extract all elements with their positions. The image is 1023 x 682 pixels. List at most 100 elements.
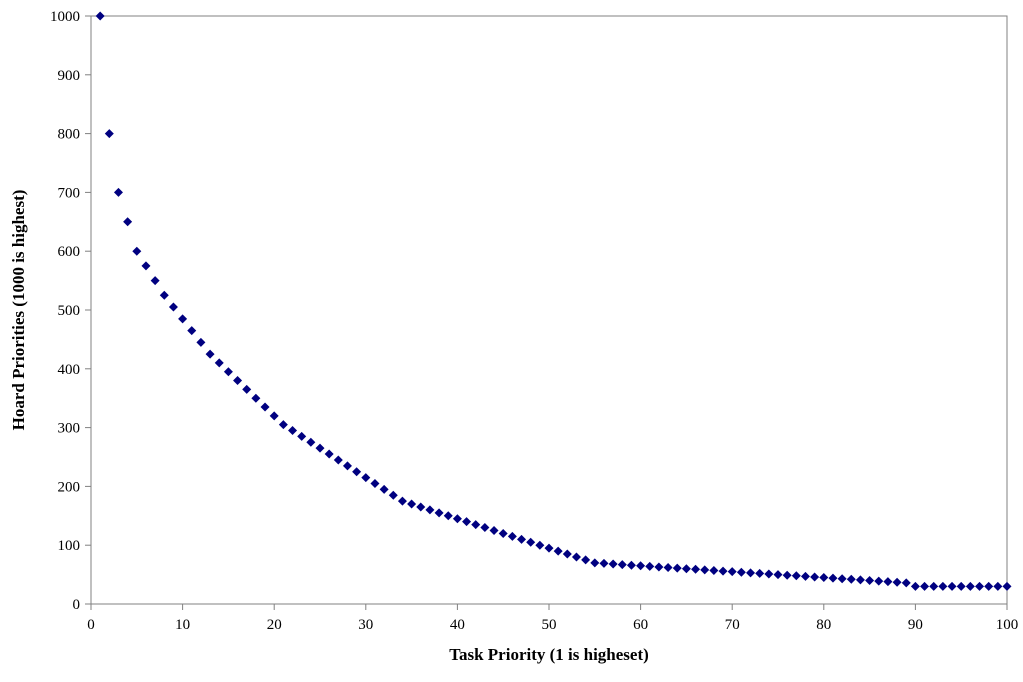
y-tick-label: 400 xyxy=(58,362,81,378)
data-point xyxy=(315,443,325,453)
y-tick-label: 200 xyxy=(58,479,81,495)
data-point xyxy=(782,570,792,580)
data-point xyxy=(1002,581,1012,591)
data-point xyxy=(132,246,142,256)
data-point xyxy=(233,376,243,386)
data-point xyxy=(388,490,398,500)
y-tick-label: 900 xyxy=(58,68,81,84)
data-point xyxy=(800,571,810,581)
data-point xyxy=(764,569,774,579)
data-point xyxy=(342,461,352,471)
data-point xyxy=(636,561,646,571)
data-point xyxy=(855,575,865,585)
data-point xyxy=(571,552,581,562)
data-point xyxy=(956,581,966,591)
data-point xyxy=(929,581,939,591)
data-point xyxy=(196,337,206,347)
data-point xyxy=(819,573,829,583)
data-point xyxy=(141,261,151,271)
data-point xyxy=(746,568,756,578)
data-point xyxy=(434,508,444,518)
data-point xyxy=(645,561,655,571)
data-point xyxy=(691,564,701,574)
data-point xyxy=(965,581,975,591)
data-point xyxy=(443,511,453,521)
y-tick-label: 700 xyxy=(58,185,81,201)
x-axis-title: Task Priority (1 is higheset) xyxy=(449,645,649,664)
data-point xyxy=(736,567,746,577)
data-point xyxy=(599,558,609,568)
data-point xyxy=(810,572,820,582)
data-point xyxy=(123,217,133,227)
data-point xyxy=(324,449,334,459)
data-point xyxy=(452,514,462,524)
data-point xyxy=(883,577,893,587)
x-tick-label: 100 xyxy=(996,617,1019,633)
x-axis: 0 10 20 30 40 50 60 70 80 90 100 xyxy=(87,604,1018,633)
data-point xyxy=(526,537,536,547)
data-point xyxy=(297,431,307,441)
data-point xyxy=(288,426,298,436)
x-tick-label: 60 xyxy=(633,617,648,633)
data-points xyxy=(95,11,1012,591)
y-tick-label: 500 xyxy=(58,303,81,319)
data-point xyxy=(920,581,930,591)
data-point xyxy=(251,393,261,403)
data-point xyxy=(397,496,407,506)
x-tick-label: 0 xyxy=(87,617,95,633)
data-point xyxy=(901,578,911,588)
data-point xyxy=(223,367,233,377)
data-point xyxy=(562,549,572,559)
data-point xyxy=(681,564,691,574)
data-point xyxy=(791,571,801,581)
data-point xyxy=(361,473,371,483)
data-point xyxy=(828,573,838,583)
data-point xyxy=(278,420,288,430)
x-tick-label: 70 xyxy=(725,617,740,633)
data-point xyxy=(700,565,710,575)
x-tick-label: 30 xyxy=(358,617,373,633)
x-tick-label: 10 xyxy=(175,617,190,633)
data-point xyxy=(874,576,884,586)
data-point xyxy=(718,566,728,576)
data-point xyxy=(113,187,123,197)
data-point xyxy=(608,559,618,569)
data-point xyxy=(993,581,1003,591)
data-point xyxy=(892,577,902,587)
data-point xyxy=(727,567,737,577)
data-point xyxy=(489,526,499,535)
data-point xyxy=(938,581,948,591)
data-point xyxy=(865,575,875,585)
data-point xyxy=(984,581,994,591)
y-tick-label: 0 xyxy=(73,597,81,613)
data-point xyxy=(590,558,600,568)
data-point xyxy=(425,505,435,515)
data-point xyxy=(168,302,178,312)
data-point xyxy=(150,276,160,286)
y-tick-label: 100 xyxy=(58,538,81,554)
x-tick-label: 50 xyxy=(542,617,557,633)
data-point xyxy=(480,523,490,533)
data-point xyxy=(663,563,673,573)
data-point xyxy=(379,484,389,494)
data-point xyxy=(352,467,362,477)
data-point xyxy=(617,560,627,570)
data-point xyxy=(553,546,563,556)
data-point xyxy=(517,534,527,544)
data-point xyxy=(773,570,783,580)
y-tick-label: 800 xyxy=(58,127,81,143)
data-point xyxy=(214,358,224,368)
data-point xyxy=(947,581,957,591)
data-point xyxy=(837,574,847,584)
data-point xyxy=(333,455,343,465)
data-point xyxy=(535,540,545,550)
data-point xyxy=(709,565,719,575)
data-point xyxy=(159,290,169,300)
plot-area xyxy=(90,15,1008,605)
x-tick-label: 80 xyxy=(816,617,831,633)
data-point xyxy=(544,543,554,553)
data-point xyxy=(581,555,591,565)
data-point xyxy=(416,502,426,512)
data-point xyxy=(471,520,481,530)
